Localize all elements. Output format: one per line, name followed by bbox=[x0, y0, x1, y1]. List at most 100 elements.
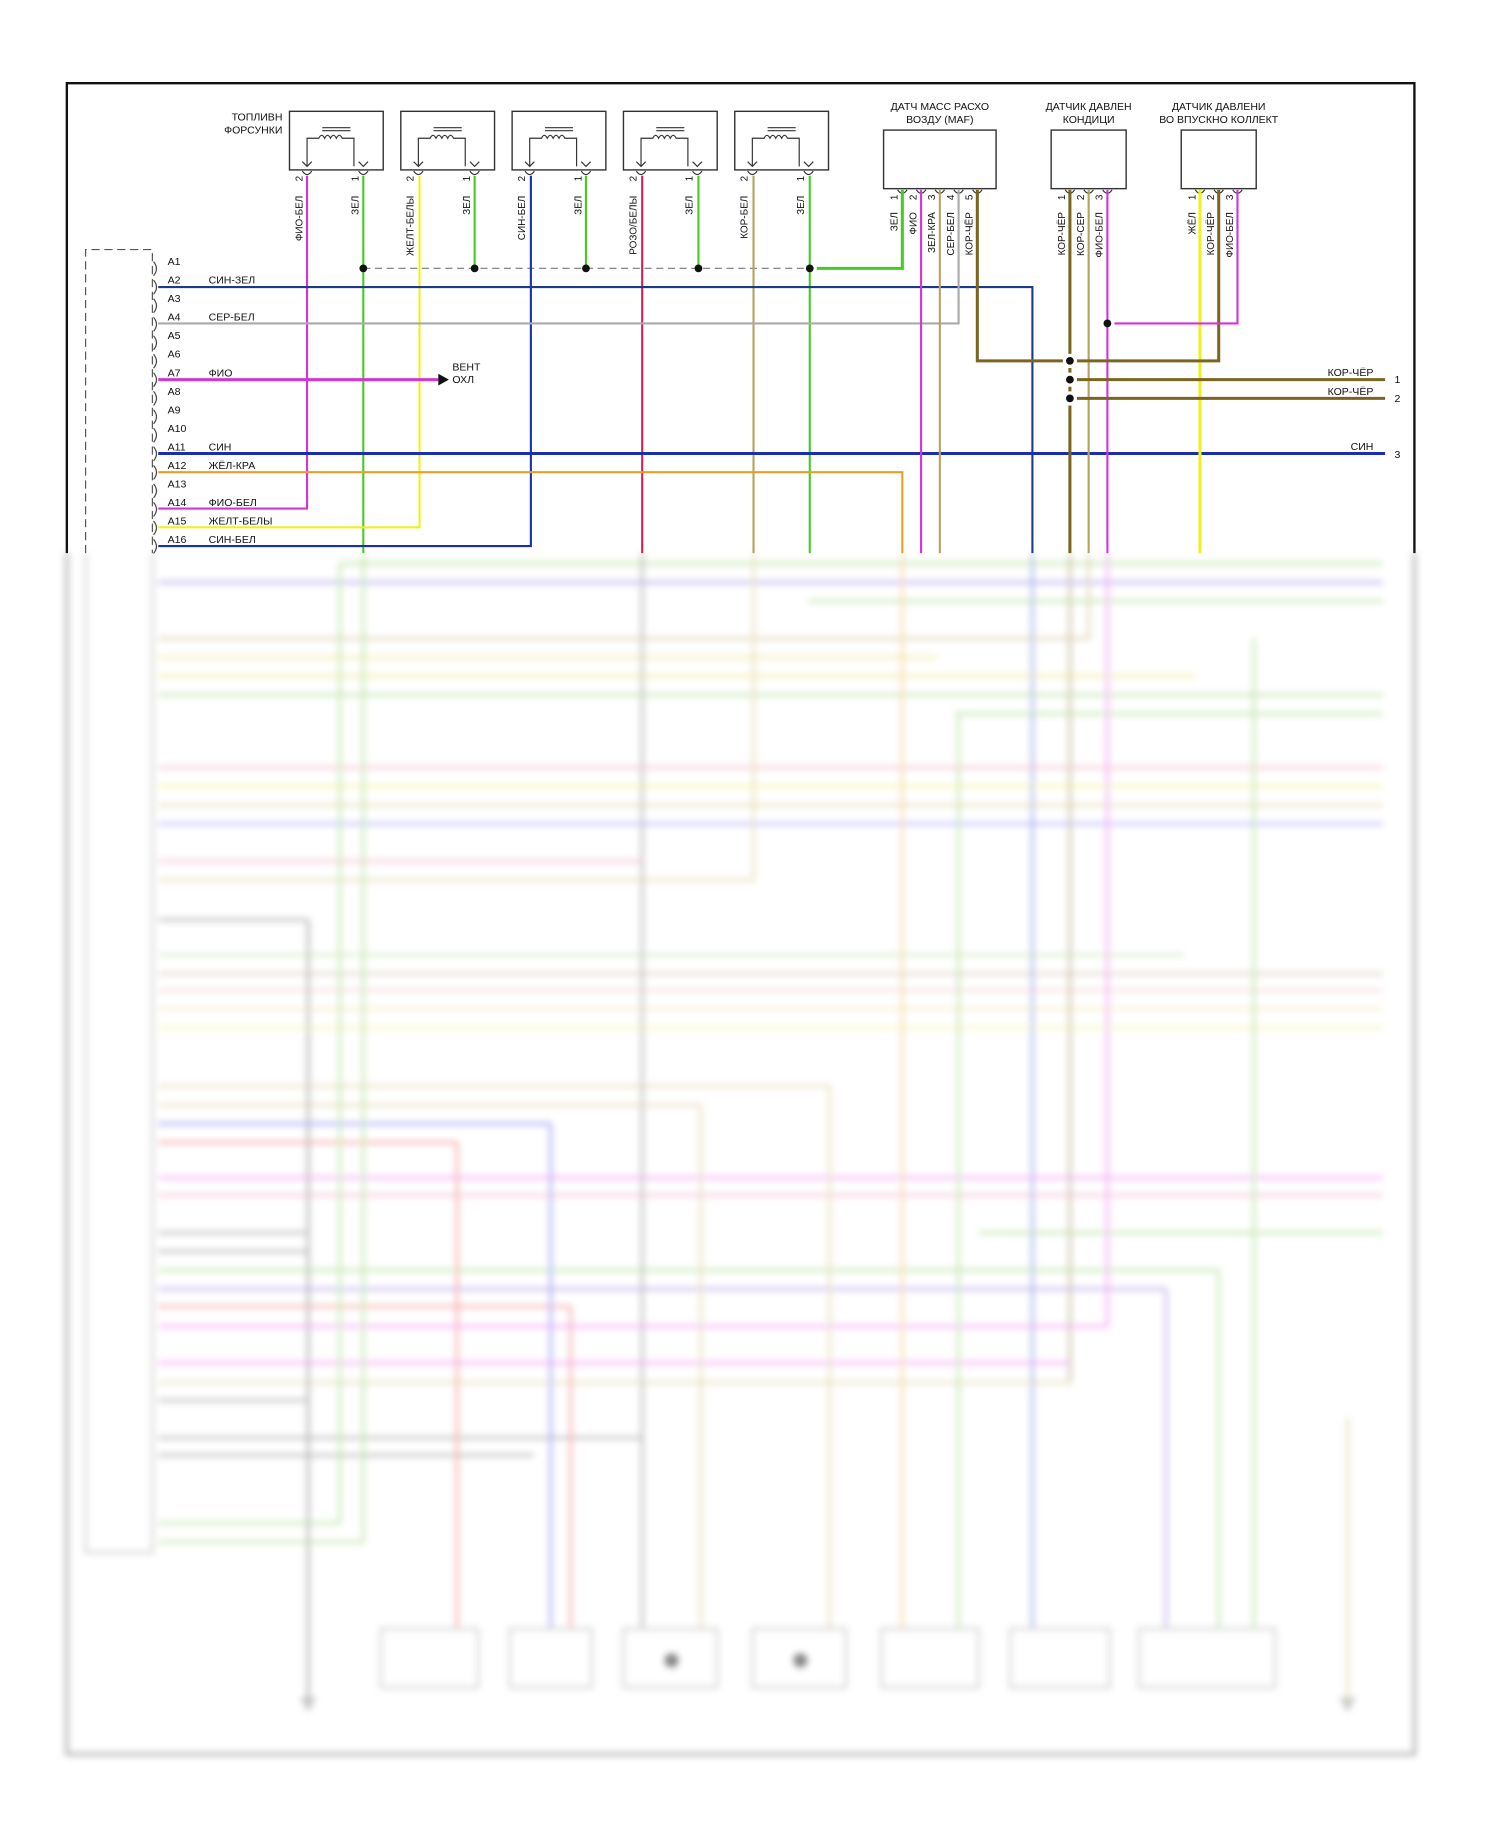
output-3-wire: СИН bbox=[1351, 441, 1374, 453]
maf-sensor bbox=[882, 129, 997, 190]
output-2-wire: КОР-ЧЁР bbox=[1328, 386, 1374, 398]
maf-pin5-wire bbox=[975, 189, 1063, 363]
ecu-pin-id: A3 bbox=[168, 293, 181, 305]
injector-box bbox=[734, 110, 830, 171]
pin-socket-icon bbox=[692, 170, 703, 176]
pin-socket-icon bbox=[301, 170, 313, 176]
output-2-num: 2 bbox=[1394, 393, 1400, 405]
sensor-wire-label: КОР-СЕР bbox=[1076, 212, 1087, 256]
sensor-pin-number: 3 bbox=[1095, 194, 1106, 200]
ecu-pin-bracket-icon bbox=[153, 520, 158, 536]
map-sensor-pins: 1 ЖЁЛ 2 КОР-ЧЁР 3 ФИО-БЕЛ bbox=[1187, 189, 1243, 258]
maf-title-line1: ДАТЧ МАСС РАСХО bbox=[891, 101, 989, 113]
splice-dot bbox=[1066, 357, 1074, 365]
wire-a16 bbox=[158, 175, 532, 548]
ecu-pin-bracket-icon bbox=[153, 298, 158, 314]
injector-wire-label: ЗЕЛ bbox=[462, 196, 473, 215]
injector-wire-label: ЗЕЛ bbox=[351, 196, 362, 215]
wire-a14 bbox=[158, 175, 309, 510]
ecu-pin-id: A1 bbox=[168, 256, 181, 268]
sensor-pin-number: 3 bbox=[927, 194, 938, 200]
blurred-wire bbox=[65, 553, 1417, 1756]
ecu-pin-bracket-icon bbox=[153, 261, 158, 277]
injector-pin-number: 1 bbox=[351, 175, 362, 181]
wire-a4 bbox=[158, 189, 960, 325]
injector-wire-label: РОЗО/БЕЛЫ bbox=[628, 196, 639, 255]
wire-a12 bbox=[158, 471, 904, 554]
map-sensor-title-line1: ДАТЧИК ДАВЛЕНИ bbox=[1172, 101, 1266, 113]
maf-title-line2: ВОЗДУ (MAF) bbox=[906, 114, 973, 126]
injector-coil-icon bbox=[747, 127, 814, 168]
sensor-wire-label: ФИО-БЕЛ bbox=[1225, 212, 1236, 257]
sensor-pin-number: 1 bbox=[890, 194, 901, 200]
injector-pin-number: 2 bbox=[517, 175, 528, 181]
sensor-pin-number: 1 bbox=[1057, 194, 1068, 200]
ecu-pin-id: A13 bbox=[168, 478, 187, 490]
ecu-pin-bracket-icon bbox=[153, 372, 158, 388]
ecu-pin-id: A2 bbox=[168, 275, 181, 287]
ecu-pin-id: A7 bbox=[168, 367, 181, 379]
fan-label-line2: ОХЛ bbox=[452, 374, 474, 386]
fuel-injector: 2 1 СИН-БЕЛ ЗЕЛ bbox=[511, 110, 607, 241]
sensor-pin-number: 2 bbox=[1076, 194, 1087, 200]
pin-socket-icon bbox=[580, 170, 592, 176]
ecu-connector-outline bbox=[85, 249, 153, 554]
splice-dot bbox=[1103, 319, 1112, 328]
ecu-pin-wire-label: ФИО bbox=[209, 367, 233, 379]
blurred-wire bbox=[84, 553, 154, 1554]
sensor-pin-number: 4 bbox=[946, 194, 957, 200]
ecu-pin-bracket-icon bbox=[153, 335, 158, 351]
map-sensor-title-line2: ВО ВПУСКНО КОЛЛЕКТ bbox=[1159, 114, 1279, 126]
ecu-pin-bracket-icon bbox=[153, 501, 158, 517]
injector-coil-icon bbox=[413, 127, 480, 168]
ac-sensor-title-line2: КОНДИЦИ bbox=[1063, 114, 1115, 126]
fan-label-line1: ВЕНТ bbox=[452, 361, 481, 373]
pin-socket-icon bbox=[635, 170, 647, 176]
sensor-wire-label: ЗЕЛ bbox=[890, 212, 901, 231]
injector-wire-label: ЗЕЛ bbox=[573, 196, 584, 215]
fuel-injector: 2 1 ЖЕЛТ-БЕЛЫ ЗЕЛ bbox=[400, 110, 496, 256]
sensor-wire-label: ЖЁЛ bbox=[1187, 212, 1198, 234]
sensor-wire-label: СЕР-БЕЛ bbox=[946, 212, 957, 255]
ecu-pin-bracket-icon bbox=[153, 539, 158, 554]
sensor-wire-label: КОР-ЧЁР bbox=[1206, 212, 1217, 256]
wires bbox=[158, 175, 1386, 554]
sensor-wire-label: ФИО bbox=[908, 212, 919, 235]
blurred-sensor-icon bbox=[793, 1653, 808, 1668]
injector-box bbox=[622, 110, 718, 171]
ecu-pin-bracket-icon bbox=[153, 483, 158, 499]
injector-box bbox=[511, 110, 607, 171]
blurred-component-box bbox=[751, 1627, 848, 1689]
fuel-injector: 2 1 ФИО-БЕЛ ЗЕЛ bbox=[288, 110, 384, 241]
ecu-pin-bracket-icon bbox=[153, 390, 158, 406]
ecu-pin-id: A6 bbox=[168, 349, 181, 361]
injector-pin-number: 2 bbox=[294, 175, 305, 181]
wire-a2 bbox=[158, 286, 1034, 554]
map-pin3-wire bbox=[1114, 189, 1239, 325]
sensor-pin-number: 1 bbox=[1187, 194, 1198, 200]
injector-pin-number: 1 bbox=[573, 175, 584, 181]
blurred-component-box bbox=[379, 1627, 480, 1689]
splice-dot bbox=[582, 264, 590, 273]
ecu-pin-id: A8 bbox=[168, 386, 181, 398]
ecu-pin-wire-label: СИН-БЕЛ bbox=[209, 534, 256, 546]
injector-box bbox=[400, 110, 496, 171]
fan-arrow-icon bbox=[438, 373, 449, 386]
blurred-component-box bbox=[622, 1627, 719, 1689]
injectors-title-line1: ТОПЛИВН bbox=[232, 112, 283, 124]
sensor-pin-number: 3 bbox=[1225, 194, 1236, 200]
injector-coil-icon bbox=[524, 127, 592, 168]
injector-pin-number: 1 bbox=[462, 175, 473, 181]
injector-wire-label: СИН-БЕЛ bbox=[517, 196, 528, 241]
blurred-component-box bbox=[880, 1627, 980, 1689]
ecu-pin-id: A9 bbox=[168, 404, 181, 416]
injector-box bbox=[288, 110, 384, 171]
splice-dot bbox=[694, 264, 703, 273]
sensor-wire-label: КОР-ЧЁР bbox=[965, 212, 976, 256]
injector-wire-label: КОР-БЕЛ bbox=[740, 196, 751, 239]
blurred-lower-diagram bbox=[65, 553, 1417, 1756]
injector-pin-number: 2 bbox=[740, 175, 751, 181]
injector-coil-icon bbox=[301, 127, 369, 168]
ecu-pin-id: A11 bbox=[168, 441, 186, 453]
sensor-pin-number: 2 bbox=[908, 194, 919, 200]
